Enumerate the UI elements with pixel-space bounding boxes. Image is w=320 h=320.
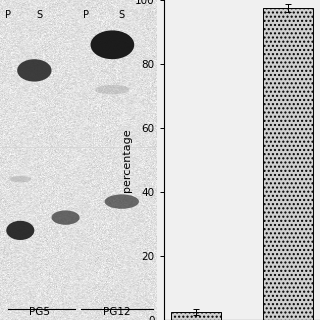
Ellipse shape	[17, 59, 52, 82]
Text: PG5: PG5	[28, 307, 50, 317]
Text: PG12: PG12	[103, 307, 131, 317]
Bar	[262, 8, 313, 320]
Ellipse shape	[52, 211, 80, 225]
Ellipse shape	[95, 85, 130, 94]
Ellipse shape	[9, 176, 31, 182]
Y-axis label: percentage: percentage	[123, 128, 132, 192]
Ellipse shape	[105, 194, 139, 209]
Bar	[171, 312, 221, 320]
Text: P: P	[83, 10, 89, 20]
Text: S: S	[36, 10, 42, 20]
Text: P: P	[5, 10, 11, 20]
Ellipse shape	[91, 30, 134, 59]
Ellipse shape	[6, 221, 34, 240]
Text: S: S	[119, 10, 125, 20]
